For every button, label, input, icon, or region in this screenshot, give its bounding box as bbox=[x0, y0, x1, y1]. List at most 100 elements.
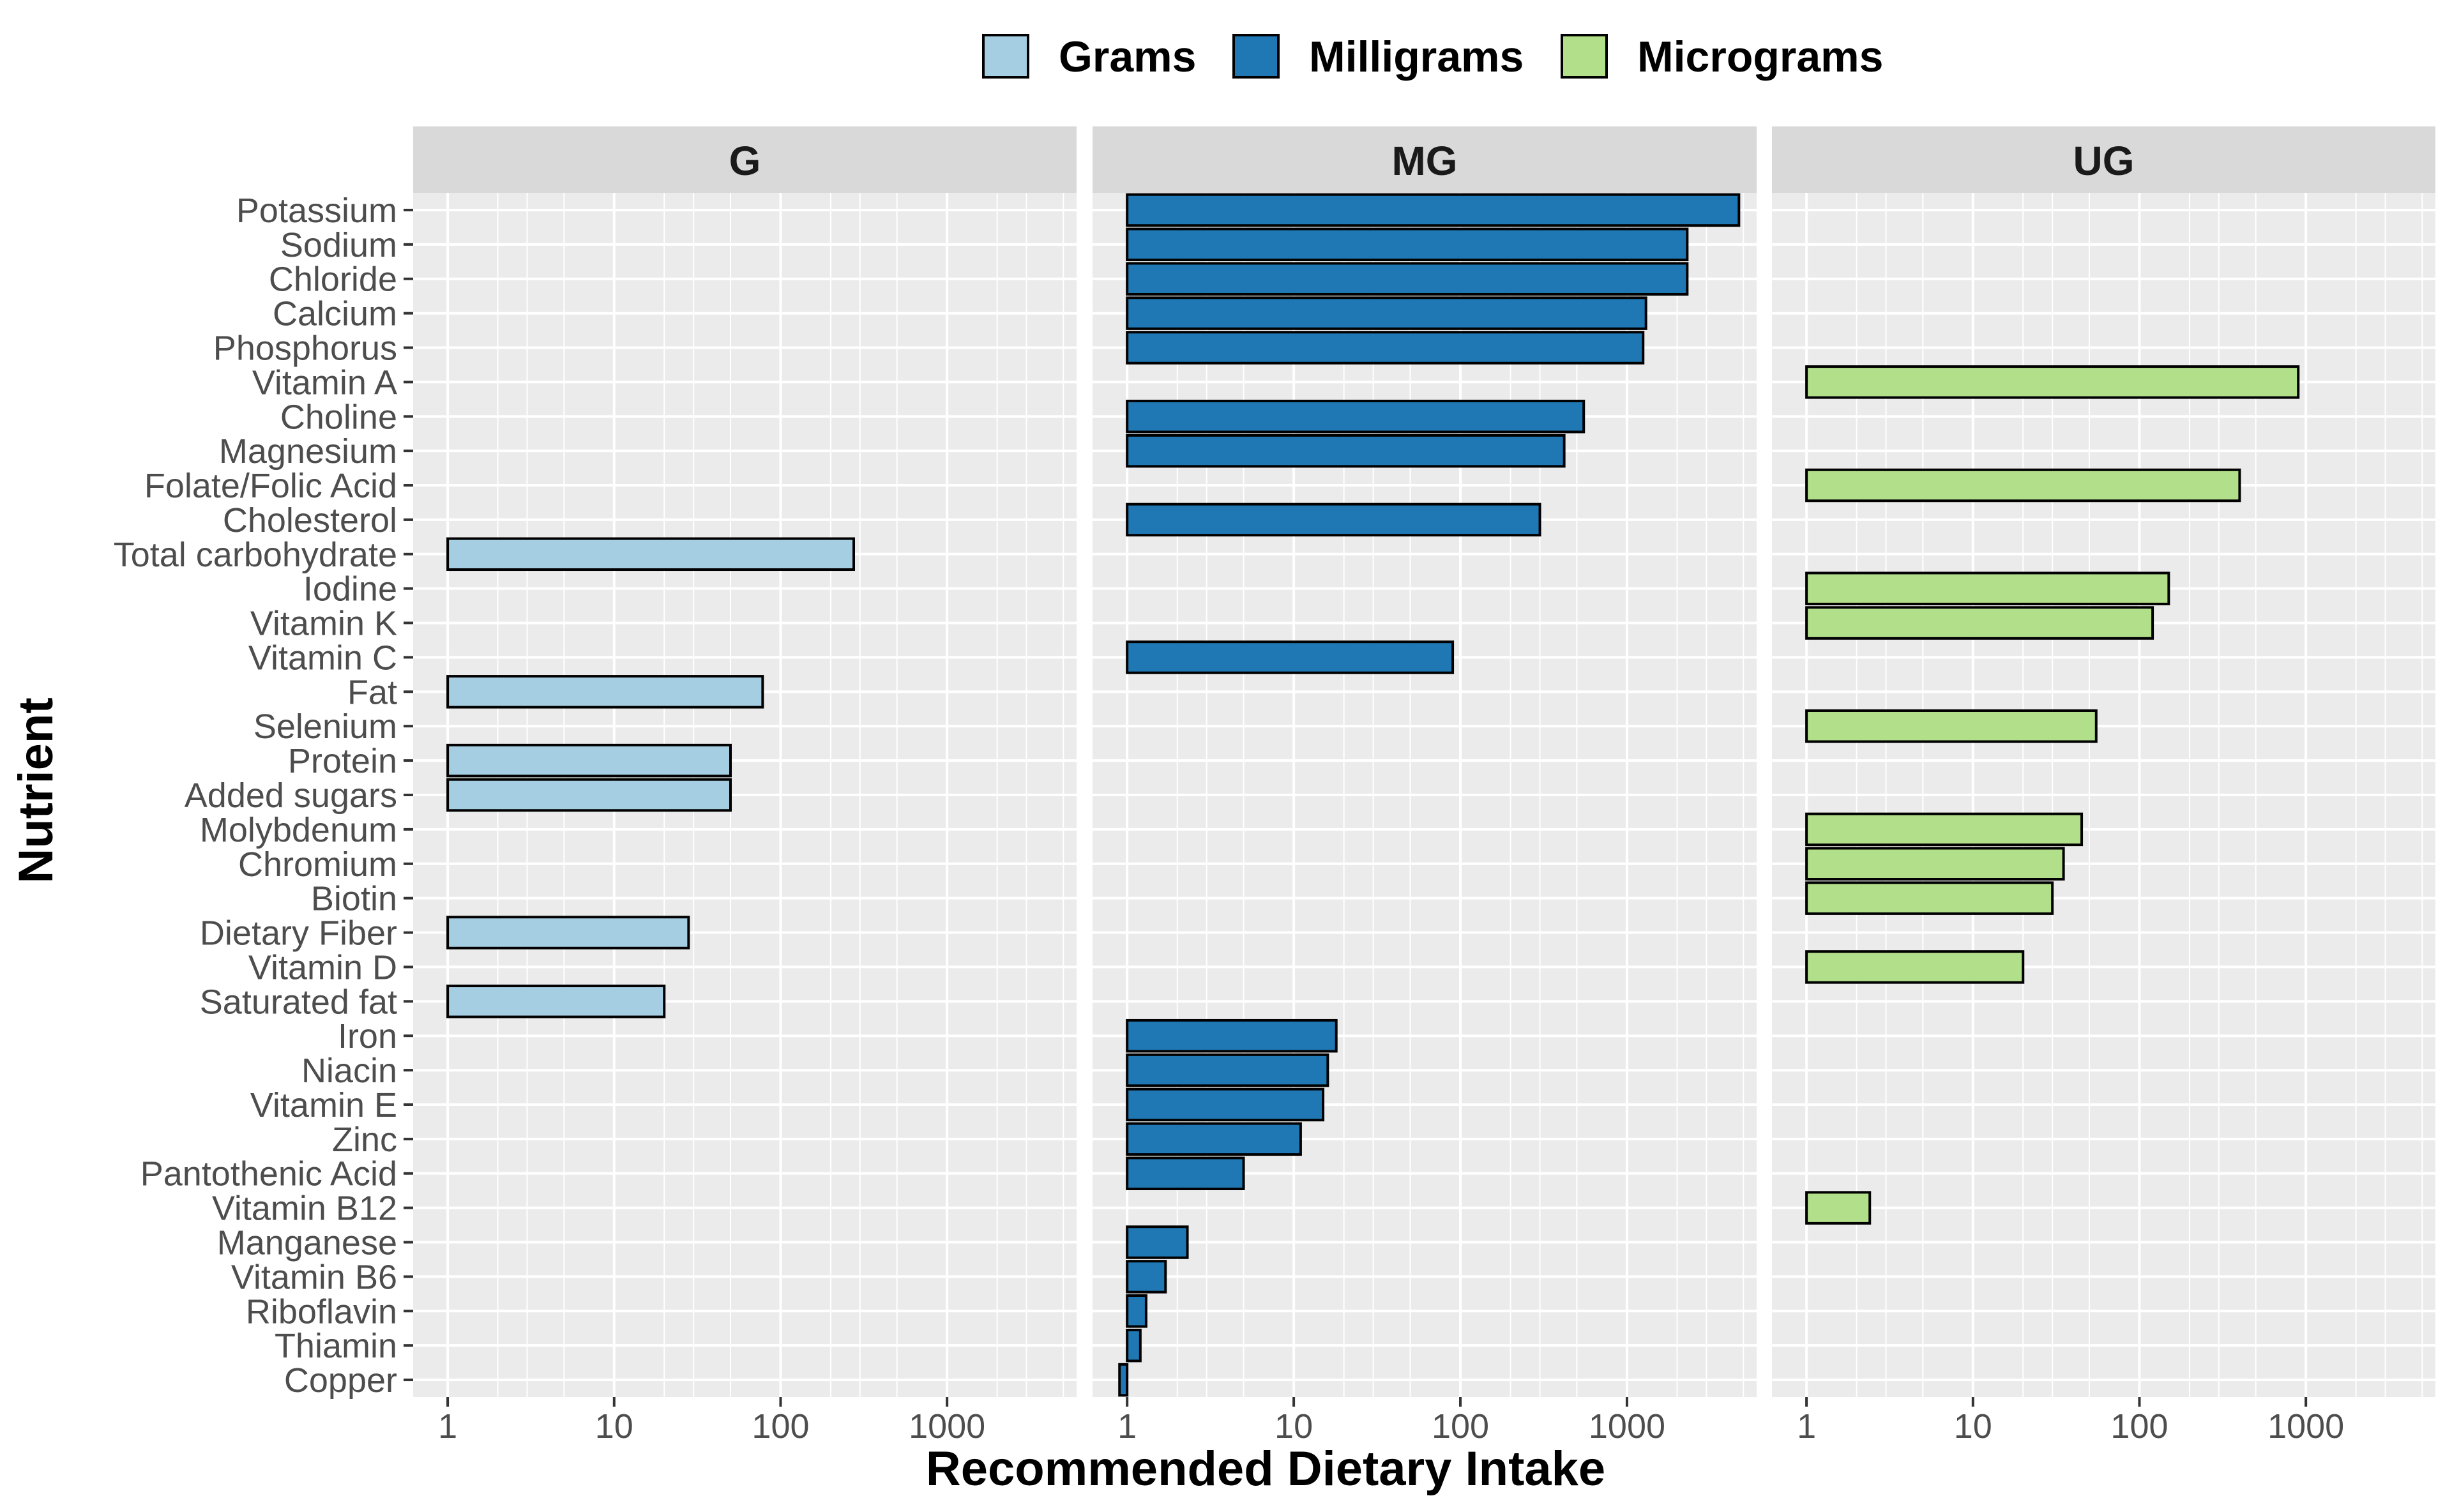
bar-vitamin-d bbox=[1805, 950, 2025, 984]
bar-iron bbox=[1126, 1018, 1338, 1053]
bar-chromium bbox=[1805, 847, 2065, 881]
bar-niacin bbox=[1126, 1053, 1329, 1087]
legend-key-milligrams bbox=[1232, 34, 1280, 79]
y-tick-label-molybdenum: Molybdenum bbox=[200, 811, 397, 849]
bar-chloride bbox=[1126, 262, 1689, 296]
x-tick-label-g-1000: 1000 bbox=[909, 1407, 985, 1446]
y-tick-label-saturated-fat: Saturated fat bbox=[200, 983, 397, 1021]
x-tick-label-mg-1: 1 bbox=[1117, 1407, 1137, 1446]
y-tick-label-total-carbohydrate: Total carbohydrate bbox=[114, 536, 397, 574]
bar-total-carbohydrate bbox=[446, 537, 855, 571]
y-tick-label-protein: Protein bbox=[288, 742, 397, 780]
x-tick-label-g-100: 100 bbox=[752, 1407, 809, 1446]
legend-label-micrograms: Micrograms bbox=[1637, 33, 1883, 81]
bar-biotin bbox=[1805, 881, 2054, 915]
bar-phosphorus bbox=[1126, 331, 1645, 365]
x-tick-label-ug-1: 1 bbox=[1797, 1407, 1816, 1446]
y-tick-label-thiamin: Thiamin bbox=[275, 1327, 397, 1365]
bar-calcium bbox=[1126, 296, 1647, 330]
y-tick-label-iron: Iron bbox=[338, 1017, 397, 1055]
y-tick-label-biotin: Biotin bbox=[311, 880, 397, 918]
x-axis-title: Recommended Dietary Intake bbox=[926, 1442, 1605, 1496]
legend: Grams Milligrams Micrograms bbox=[982, 33, 1883, 81]
y-tick-label-vitamin-a: Vitamin A bbox=[252, 363, 397, 402]
bar-cholesterol bbox=[1126, 503, 1541, 537]
x-tick-label-mg-10: 10 bbox=[1275, 1407, 1313, 1446]
bar-protein bbox=[446, 743, 732, 778]
y-tick-label-vitamin-d: Vitamin D bbox=[248, 948, 397, 987]
bar-iodine bbox=[1805, 571, 2170, 605]
strip-label-mg: MG bbox=[1391, 138, 1457, 184]
y-tick-label-fat: Fat bbox=[347, 673, 397, 711]
bar-vitamin-e bbox=[1126, 1087, 1325, 1122]
legend-label-milligrams: Milligrams bbox=[1309, 33, 1524, 81]
x-tick-label-mg-1000: 1000 bbox=[1589, 1407, 1665, 1446]
x-tick-label-g-10: 10 bbox=[595, 1407, 633, 1446]
bar-sodium bbox=[1126, 227, 1689, 262]
bar-potassium bbox=[1126, 193, 1741, 227]
y-tick-label-selenium: Selenium bbox=[254, 707, 397, 746]
y-tick-label-choline: Choline bbox=[280, 398, 397, 436]
y-tick-label-magnesium: Magnesium bbox=[219, 432, 397, 471]
y-tick-label-copper: Copper bbox=[284, 1361, 397, 1400]
y-tick-label-phosphorus: Phosphorus bbox=[213, 329, 397, 367]
x-tick-label-ug-10: 10 bbox=[1954, 1407, 1992, 1446]
y-tick-label-vitamin-b12: Vitamin B12 bbox=[212, 1190, 397, 1228]
bar-vitamin-b12 bbox=[1805, 1191, 1872, 1225]
bar-fat bbox=[446, 675, 764, 709]
x-tick-label-mg-100: 100 bbox=[1432, 1407, 1489, 1446]
legend-key-micrograms bbox=[1561, 34, 1608, 79]
bar-copper bbox=[1118, 1363, 1129, 1397]
x-axis: 1 10 100 1000 1 10 100 1000 1 10 100 1000 bbox=[438, 1397, 2344, 1446]
y-tick-label-zinc: Zinc bbox=[332, 1121, 397, 1159]
strip-g bbox=[413, 126, 1077, 193]
bar-dietary-fiber bbox=[446, 916, 690, 949]
bar-pantothenic-acid bbox=[1126, 1156, 1245, 1190]
y-tick-label-added-sugars: Added sugars bbox=[185, 776, 397, 815]
bar-vitamin-c bbox=[1126, 640, 1455, 674]
bar-folate-folic-acid bbox=[1805, 468, 2241, 503]
bar-manganese bbox=[1126, 1225, 1189, 1259]
y-tick-label-vitamin-e: Vitamin E bbox=[250, 1086, 397, 1124]
bar-riboflavin bbox=[1126, 1294, 1147, 1328]
bar-added-sugars bbox=[446, 778, 732, 812]
bar-choline bbox=[1126, 400, 1585, 434]
y-tick-label-dietary-fiber: Dietary Fiber bbox=[200, 914, 397, 953]
bar-selenium bbox=[1805, 709, 2098, 743]
bar-zinc bbox=[1126, 1122, 1302, 1156]
y-tick-label-chloride: Chloride bbox=[269, 261, 397, 299]
y-tick-label-folate-folic-acid: Folate/Folic Acid bbox=[144, 467, 397, 505]
panel-ug: UG bbox=[1772, 126, 2435, 1397]
x-tick-label-g-1: 1 bbox=[438, 1407, 457, 1446]
y-tick-label-manganese: Manganese bbox=[217, 1224, 397, 1262]
legend-label-grams: Grams bbox=[1059, 33, 1196, 81]
y-tick-label-vitamin-c: Vitamin C bbox=[248, 639, 397, 677]
y-tick-label-calcium: Calcium bbox=[273, 295, 397, 333]
y-tick-label-vitamin-b6: Vitamin B6 bbox=[231, 1258, 397, 1296]
bar-thiamin bbox=[1126, 1328, 1142, 1363]
y-tick-label-vitamin-k: Vitamin K bbox=[250, 605, 397, 643]
y-axis: PotassiumSodiumChlorideCalciumPhosphorus… bbox=[114, 192, 413, 1400]
panels: G MG UG bbox=[413, 126, 2435, 1397]
strip-label-g: G bbox=[729, 138, 761, 184]
x-tick-label-ug-100: 100 bbox=[2110, 1407, 2168, 1446]
y-tick-label-potassium: Potassium bbox=[236, 192, 397, 230]
y-tick-label-niacin: Niacin bbox=[301, 1052, 397, 1090]
bar-magnesium bbox=[1126, 434, 1566, 468]
bar-saturated-fat bbox=[446, 985, 666, 1018]
y-tick-label-cholesterol: Cholesterol bbox=[223, 501, 397, 540]
y-tick-label-sodium: Sodium bbox=[280, 226, 397, 264]
strip-label-ug: UG bbox=[2073, 138, 2135, 184]
legend-key-grams bbox=[982, 34, 1029, 79]
bar-vitamin-a bbox=[1805, 365, 2300, 399]
bar-molybdenum bbox=[1805, 812, 2084, 847]
y-tick-label-iodine: Iodine bbox=[303, 570, 397, 609]
y-axis-title: Nutrient bbox=[9, 697, 63, 883]
y-tick-label-pantothenic-acid: Pantothenic Acid bbox=[140, 1155, 397, 1193]
y-tick-label-chromium: Chromium bbox=[238, 845, 397, 884]
panel-mg: MG bbox=[1093, 126, 1757, 1397]
strip-ug bbox=[1772, 126, 2435, 193]
bar-vitamin-k bbox=[1805, 606, 2154, 640]
x-tick-label-ug-1000: 1000 bbox=[2267, 1407, 2344, 1446]
